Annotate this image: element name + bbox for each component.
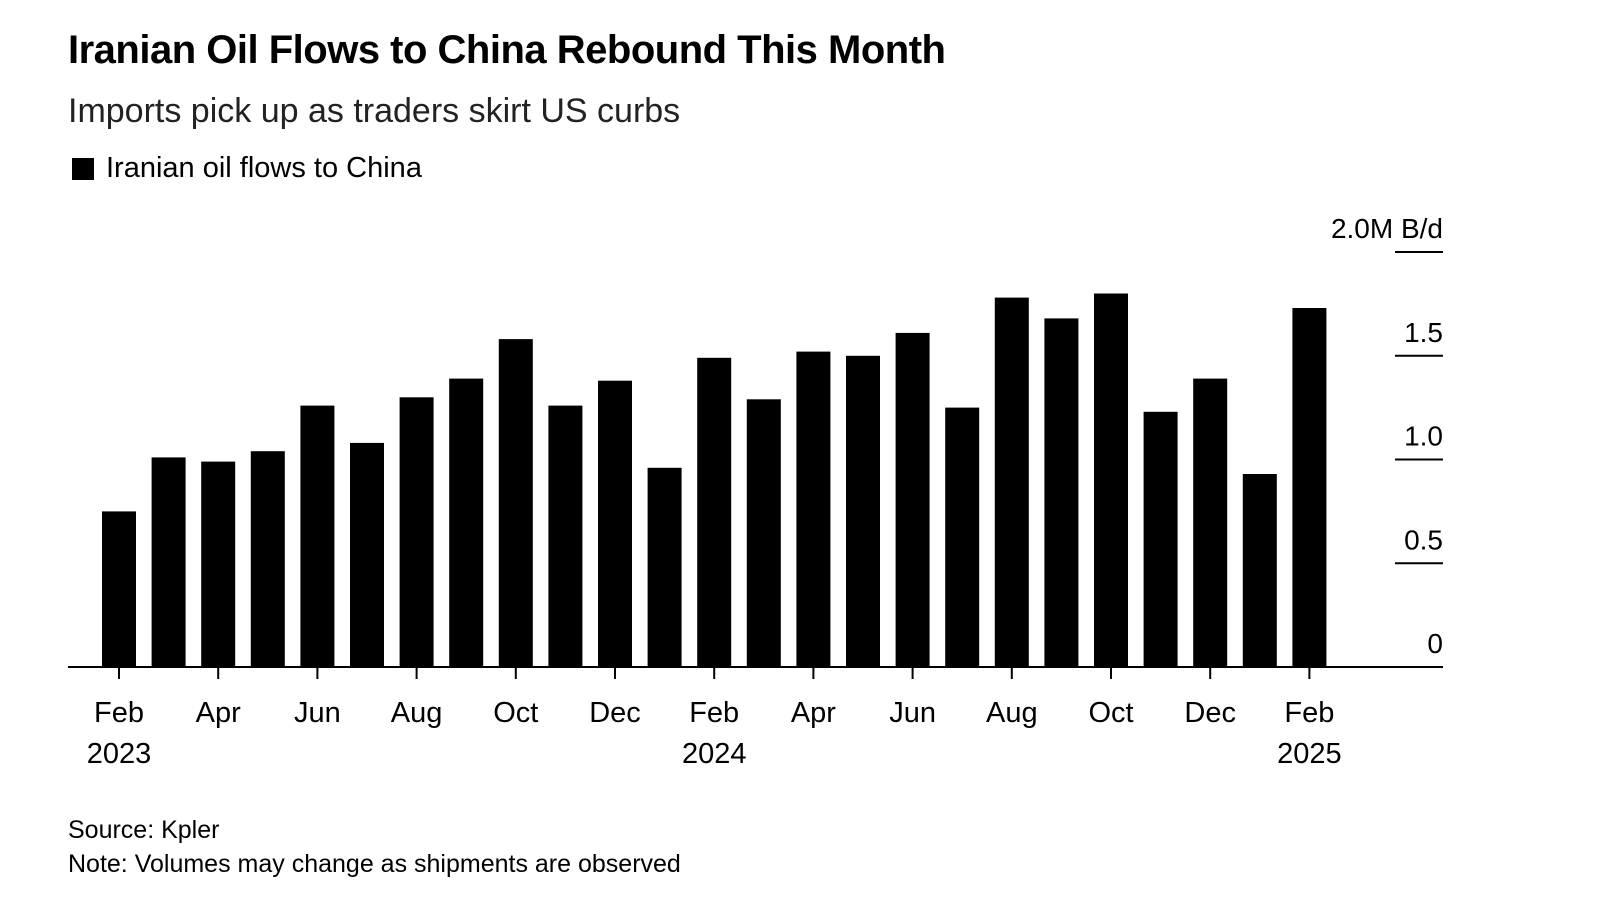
bar-15 [846,355,880,668]
bar-7 [449,378,484,667]
bar-6 [399,397,434,668]
bar-17 [945,407,980,667]
footnote: Note: Volumes may change as shipments ar… [68,850,681,878]
source-note: Source: Kpler [68,816,220,844]
bar-11 [647,467,682,667]
chart-legend: Iranian oil flows to China [72,152,422,185]
x-tick-label-6: Feb [689,697,739,729]
bar-9 [548,405,583,667]
x-tick-label-10: Oct [1088,697,1133,729]
bar-23 [1242,474,1277,667]
x-tick-label-2: Jun [294,697,341,729]
y-tick-label-2: 1.0 [1404,421,1443,452]
x-tick-year-12: 2025 [1277,738,1342,770]
x-tick-label-11: Dec [1184,697,1236,729]
x-tick-label-0: Feb [94,697,144,729]
bar-1 [151,457,186,667]
x-tick-label-1: Apr [196,697,241,729]
x-tick-label-3: Aug [391,697,443,729]
bar-0 [102,511,136,667]
bar-16 [895,332,930,667]
x-tick-label-5: Dec [589,697,641,729]
bar-3 [250,451,285,667]
bar-chart: 0 0.5 1.0 1.5 2.0M B/d Feb 2023 Apr Jun Aug Oct Dec… [68,213,1443,770]
chart-subtitle: Imports pick up as traders skirt US curb… [68,92,681,130]
bar-20 [1094,293,1128,667]
legend-label: Iranian oil flows to China [106,152,422,184]
legend-swatch [72,157,94,180]
x-tick-label-4: Oct [493,697,538,729]
bar-5 [350,442,384,667]
bar-19 [1044,318,1079,667]
chart-title: Iranian Oil Flows to China Rebound This … [68,28,946,72]
x-tick-label-8: Jun [889,697,936,729]
bar-24 [1292,308,1327,667]
x-tick-label-12: Feb [1284,697,1334,729]
bar-10 [598,380,632,667]
y-tick-label-1: 0.5 [1404,524,1443,555]
x-tick-year-6: 2024 [682,738,747,770]
y-tick-label-4: 2.0M B/d [1331,213,1443,244]
bar-14 [796,351,831,667]
x-tick-label-7: Apr [791,697,836,729]
bar-12 [697,357,732,667]
y-tick-label-3: 1.5 [1404,317,1443,348]
bar-13 [746,399,781,667]
bar-4 [300,405,335,667]
bar-2 [201,461,236,667]
bar-22 [1193,378,1228,667]
bar-18 [994,297,1029,667]
x-tick-label-9: Aug [986,697,1038,729]
y-tick-label-0: 0 [1427,628,1443,659]
bar-8 [498,339,533,667]
x-tick-year-0: 2023 [87,738,152,770]
bar-21 [1143,411,1178,667]
